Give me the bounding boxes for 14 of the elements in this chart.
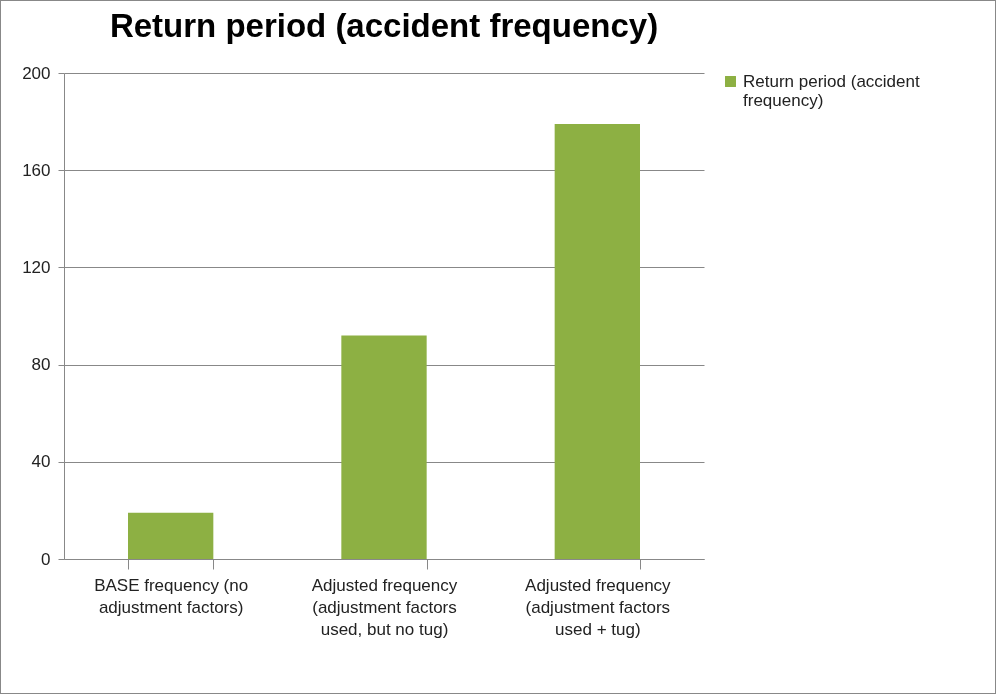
x-tick-label: BASE frequency (no adjustment factors) xyxy=(94,575,249,617)
x-tick-label: Adjusted frequency (adjustment factors used, but no tug) xyxy=(311,575,458,639)
y-tick-label: 40 xyxy=(31,452,51,472)
x-tick-label: Adjusted frequency (adjustment factors used + tug) xyxy=(525,575,672,639)
y-tick-label: 0 xyxy=(41,549,51,569)
bar xyxy=(128,512,214,559)
chart-title: Return period (accident frequency) xyxy=(109,7,659,44)
bar xyxy=(341,335,427,559)
bar xyxy=(554,124,640,559)
y-tick-label: 160 xyxy=(22,160,51,180)
y-tick-label: 200 xyxy=(22,63,51,83)
y-tick-label: 120 xyxy=(22,257,51,277)
legend-label: Return period (accident frequency) xyxy=(743,71,920,110)
y-tick-label: 80 xyxy=(31,355,51,375)
